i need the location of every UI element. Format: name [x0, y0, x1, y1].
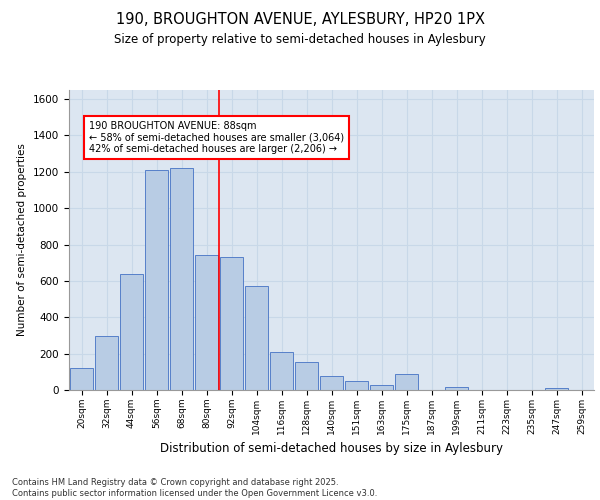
Bar: [70, 368, 94, 390]
Bar: [170, 168, 193, 390]
Bar: [320, 376, 343, 390]
Bar: [245, 286, 268, 390]
Text: Contains HM Land Registry data © Crown copyright and database right 2025.
Contai: Contains HM Land Registry data © Crown c…: [12, 478, 377, 498]
Bar: [220, 258, 244, 390]
X-axis label: Distribution of semi-detached houses by size in Aylesbury: Distribution of semi-detached houses by …: [160, 442, 503, 456]
Bar: [119, 274, 143, 390]
Text: 190 BROUGHTON AVENUE: 88sqm
← 58% of semi-detached houses are smaller (3,064)
42: 190 BROUGHTON AVENUE: 88sqm ← 58% of sem…: [89, 121, 344, 154]
Bar: [445, 388, 469, 390]
Bar: [545, 388, 568, 390]
Bar: [145, 170, 169, 390]
Bar: [194, 256, 218, 390]
Bar: [269, 352, 293, 390]
Y-axis label: Number of semi-detached properties: Number of semi-detached properties: [17, 144, 28, 336]
Bar: [95, 336, 118, 390]
Text: Size of property relative to semi-detached houses in Aylesbury: Size of property relative to semi-detach…: [114, 32, 486, 46]
Bar: [344, 381, 368, 390]
Bar: [295, 362, 319, 390]
Bar: [395, 374, 418, 390]
Bar: [370, 386, 394, 390]
Text: 190, BROUGHTON AVENUE, AYLESBURY, HP20 1PX: 190, BROUGHTON AVENUE, AYLESBURY, HP20 1…: [115, 12, 485, 28]
